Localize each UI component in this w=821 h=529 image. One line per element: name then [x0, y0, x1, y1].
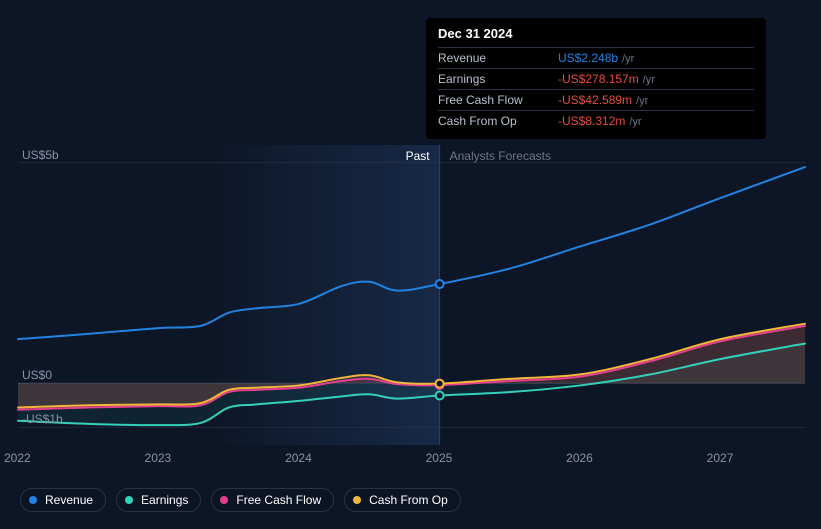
legend-label: Earnings — [141, 493, 188, 507]
legend-item-cfo[interactable]: Cash From Op — [344, 488, 461, 512]
tooltip-metric-label: Earnings — [438, 72, 558, 86]
x-axis-label: 2023 — [145, 451, 172, 465]
past-section-label: Past — [406, 149, 430, 163]
chart-tooltip: Dec 31 2024 RevenueUS$2.248b/yrEarnings-… — [426, 18, 766, 139]
legend-dot-icon — [220, 496, 228, 504]
legend-item-fcf[interactable]: Free Cash Flow — [211, 488, 334, 512]
y-axis-label: US$0 — [22, 368, 52, 382]
tooltip-date: Dec 31 2024 — [438, 26, 754, 47]
x-axis-label: 2026 — [566, 451, 593, 465]
tooltip-unit: /yr — [636, 95, 648, 107]
financials-forecast-chart: US$5b US$0 -US$1b 2022 2023 2024 2025 2026 2027… — [0, 0, 821, 524]
x-axis-label: 2022 — [4, 451, 31, 465]
x-axis-label: 2027 — [707, 451, 734, 465]
tooltip-metric-value: US$2.248b — [558, 51, 618, 65]
tooltip-metric-value: -US$8.312m — [558, 114, 625, 128]
tooltip-row: Earnings-US$278.157m/yr — [438, 68, 754, 89]
legend-item-revenue[interactable]: Revenue — [20, 488, 106, 512]
legend-dot-icon — [353, 496, 361, 504]
legend-dot-icon — [125, 496, 133, 504]
tooltip-row: RevenueUS$2.248b/yr — [438, 47, 754, 68]
legend-label: Free Cash Flow — [236, 493, 321, 507]
tooltip-unit: /yr — [643, 74, 655, 86]
tooltip-metric-label: Revenue — [438, 51, 558, 65]
y-axis-label: US$5b — [22, 148, 59, 162]
tooltip-metric-value: -US$278.157m — [558, 72, 639, 86]
legend-dot-icon — [29, 496, 37, 504]
legend-item-earnings[interactable]: Earnings — [116, 488, 201, 512]
tooltip-unit: /yr — [629, 116, 641, 128]
y-axis-label: -US$1b — [22, 412, 63, 426]
chart-legend: Revenue Earnings Free Cash Flow Cash From O… — [20, 488, 461, 512]
tooltip-unit: /yr — [622, 53, 634, 65]
legend-label: Cash From Op — [369, 493, 448, 507]
tooltip-metric-label: Cash From Op — [438, 114, 558, 128]
tooltip-row: Cash From Op-US$8.312m/yr — [438, 110, 754, 131]
tooltip-metric-value: -US$42.589m — [558, 93, 632, 107]
tooltip-row: Free Cash Flow-US$42.589m/yr — [438, 89, 754, 110]
x-axis-label: 2024 — [285, 451, 312, 465]
tooltip-metric-label: Free Cash Flow — [438, 93, 558, 107]
legend-label: Revenue — [45, 493, 93, 507]
x-axis-label: 2025 — [426, 451, 453, 465]
forecast-section-label: Analysts Forecasts — [450, 149, 551, 163]
